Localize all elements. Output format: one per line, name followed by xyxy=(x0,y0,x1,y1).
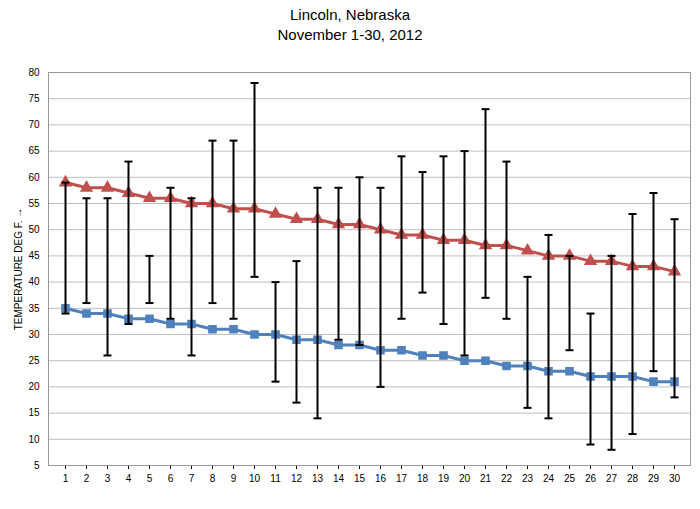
svg-text:27: 27 xyxy=(606,473,618,484)
svg-text:40: 40 xyxy=(28,276,40,287)
html-text:November 1-30, 2012: November 1-30, 2012 xyxy=(277,26,423,43)
svg-text:23: 23 xyxy=(522,473,534,484)
svg-text:45: 45 xyxy=(28,250,40,261)
svg-text:9: 9 xyxy=(231,473,237,484)
svg-text:65: 65 xyxy=(28,145,40,156)
svg-text:5: 5 xyxy=(147,473,153,484)
svg-text:50: 50 xyxy=(28,224,40,235)
svg-text:25: 25 xyxy=(564,473,576,484)
svg-text:28: 28 xyxy=(627,473,639,484)
svg-text:5: 5 xyxy=(34,460,40,471)
svg-text:80: 80 xyxy=(28,67,40,78)
svg-text:20: 20 xyxy=(28,381,40,392)
svg-text:7: 7 xyxy=(189,473,195,484)
svg-text:22: 22 xyxy=(501,473,513,484)
svg-text:70: 70 xyxy=(28,119,40,130)
svg-text:10: 10 xyxy=(28,434,40,445)
svg-text:25: 25 xyxy=(28,355,40,366)
svg-text:75: 75 xyxy=(28,93,40,104)
svg-text:11: 11 xyxy=(270,473,281,484)
svg-text:21: 21 xyxy=(480,473,492,484)
svg-text:15: 15 xyxy=(28,407,40,418)
svg-text:2: 2 xyxy=(84,473,90,484)
svg-text:TEMPERATURE DEG F. →: TEMPERATURE DEG F. → xyxy=(13,208,24,331)
svg-text:15: 15 xyxy=(354,473,366,484)
svg-text:8: 8 xyxy=(210,473,216,484)
svg-text:6: 6 xyxy=(168,473,174,484)
html-text:Lincoln, Nebraska: Lincoln, Nebraska xyxy=(290,6,410,23)
svg-text:4: 4 xyxy=(126,473,132,484)
svg-text:10: 10 xyxy=(249,473,261,484)
svg-text:26: 26 xyxy=(585,473,597,484)
svg-text:16: 16 xyxy=(375,473,387,484)
svg-text:60: 60 xyxy=(28,172,40,183)
svg-text:30: 30 xyxy=(669,473,681,484)
svg-text:24: 24 xyxy=(543,473,555,484)
svg-text:12: 12 xyxy=(291,473,303,484)
svg-text:55: 55 xyxy=(28,198,40,209)
svg-text:3: 3 xyxy=(105,473,111,484)
svg-text:19: 19 xyxy=(438,473,450,484)
svg-text:30: 30 xyxy=(28,329,40,340)
svg-text:18: 18 xyxy=(417,473,429,484)
svg-text:17: 17 xyxy=(396,473,408,484)
svg-text:29: 29 xyxy=(648,473,660,484)
svg-text:14: 14 xyxy=(333,473,345,484)
svg-text:35: 35 xyxy=(28,303,40,314)
svg-text:1: 1 xyxy=(63,473,69,484)
svg-text:13: 13 xyxy=(312,473,324,484)
svg-text:20: 20 xyxy=(459,473,471,484)
